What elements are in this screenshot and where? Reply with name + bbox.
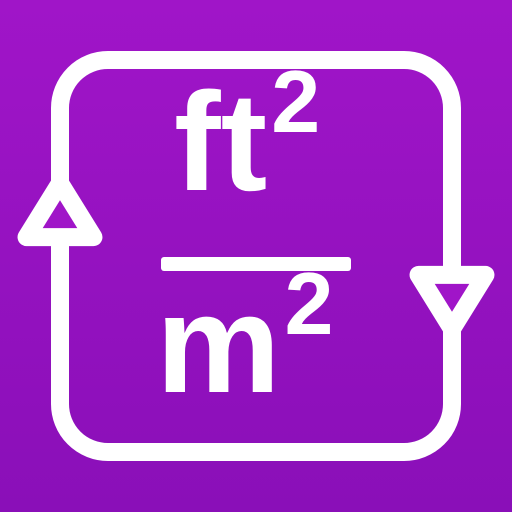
- unit-bottom-base: m: [156, 274, 280, 414]
- unit-bottom-exponent: 2: [284, 260, 333, 348]
- unit-top: ft2: [174, 72, 320, 212]
- unit-bottom: m2: [156, 274, 333, 414]
- unit-top-exponent: 2: [271, 58, 320, 146]
- unit-top-base: ft: [174, 72, 267, 212]
- icon-content: ft2 m2: [0, 0, 512, 512]
- app-icon: ft2 m2: [0, 0, 512, 512]
